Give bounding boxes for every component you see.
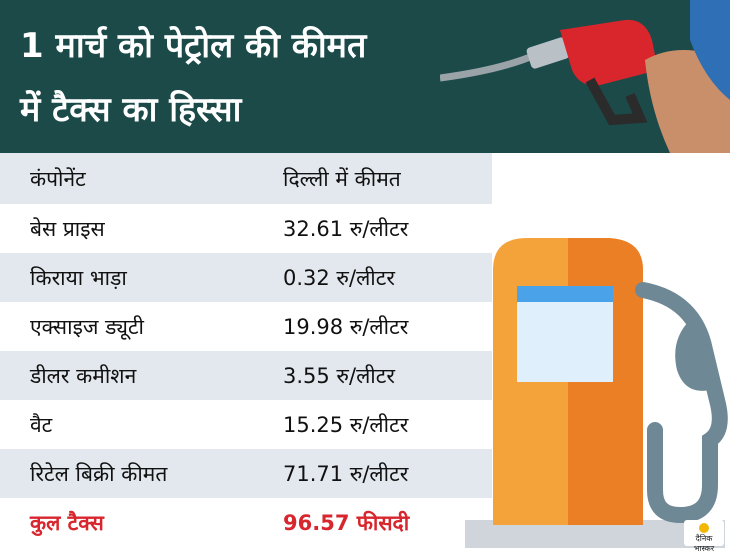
table-row: डीलर कमीशन 3.55 रु/लीटर — [0, 351, 492, 400]
table-header-row: कंपोनेंट दिल्ली में कीमत — [0, 153, 492, 204]
total-value: 96.57 फीसदी — [283, 510, 410, 535]
fuel-pump-icon — [465, 238, 728, 548]
table-row: बेस प्राइस 32.61 रु/लीटर — [0, 204, 492, 253]
brand-logo: दैनिक भास्कर — [684, 520, 724, 553]
price-table: कंपोनेंट दिल्ली में कीमत बेस प्राइस 32.6… — [0, 153, 492, 547]
column-header-price: दिल्ली में कीमत — [283, 166, 401, 191]
page-title-line2: में टैक्स का हिस्सा — [20, 90, 242, 130]
row-component: बेस प्राइस — [30, 216, 105, 241]
row-price: 71.71 रु/लीटर — [283, 461, 409, 486]
total-row: कुल टैक्स 96.57 फीसदी — [0, 498, 492, 547]
logo-text-line1: दैनिक — [695, 534, 713, 543]
table-row: किराया भाड़ा 0.32 रु/लीटर — [0, 253, 492, 302]
logo-text-line2: भास्कर — [693, 544, 715, 553]
fuel-nozzle-icon — [440, 0, 730, 153]
row-price: 3.55 रु/लीटर — [283, 363, 395, 388]
row-component: डीलर कमीशन — [30, 363, 137, 388]
table-row: एक्साइज ड्यूटी 19.98 रु/लीटर — [0, 302, 492, 351]
total-label: कुल टैक्स — [30, 510, 104, 535]
table-row: वैट 15.25 रु/लीटर — [0, 400, 492, 449]
row-component: वैट — [30, 412, 53, 437]
logo-sun-icon — [699, 523, 709, 533]
page-title-line1: 1 मार्च को पेट्रोल की कीमत — [20, 26, 367, 66]
row-price: 19.98 रु/लीटर — [283, 314, 409, 339]
row-price: 0.32 रु/लीटर — [283, 265, 395, 290]
row-component: रिटेल बिक्री कीमत — [30, 461, 168, 486]
column-header-component: कंपोनेंट — [30, 166, 86, 191]
title-banner: 1 मार्च को पेट्रोल की कीमत में टैक्स का … — [0, 0, 730, 153]
row-component: किराया भाड़ा — [30, 265, 127, 290]
row-price: 32.61 रु/लीटर — [283, 216, 409, 241]
table-row: रिटेल बिक्री कीमत 71.71 रु/लीटर — [0, 449, 492, 498]
row-component: एक्साइज ड्यूटी — [30, 314, 144, 339]
row-price: 15.25 रु/लीटर — [283, 412, 409, 437]
